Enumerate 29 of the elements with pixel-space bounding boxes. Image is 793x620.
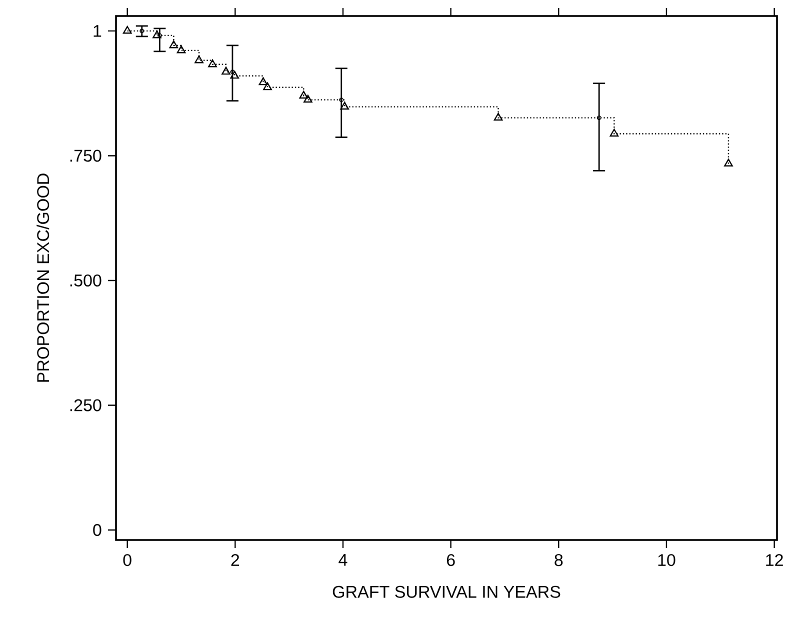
point bbox=[724, 158, 733, 167]
x-axis-title: GRAFT SURVIVAL IN YEARS bbox=[332, 586, 560, 598]
point bbox=[176, 45, 186, 54]
y-tick-label: 0 bbox=[93, 524, 102, 536]
x-tick-label: 6 bbox=[446, 554, 455, 566]
y-tick-label: .250 bbox=[70, 399, 102, 412]
point bbox=[610, 128, 619, 137]
point bbox=[122, 26, 132, 34]
x-tick-label: 10 bbox=[658, 554, 676, 566]
point bbox=[208, 59, 217, 68]
x-tick-label: 0 bbox=[123, 554, 132, 566]
point bbox=[494, 112, 503, 121]
point bbox=[140, 28, 144, 34]
point bbox=[222, 66, 230, 75]
x-tick-label: 4 bbox=[338, 554, 348, 566]
y-tick-label: 1 bbox=[94, 25, 102, 37]
y-tick-label: .500 bbox=[70, 274, 102, 286]
point bbox=[258, 77, 268, 86]
y-tick-label: .750 bbox=[70, 150, 102, 162]
point bbox=[263, 82, 272, 90]
point bbox=[169, 40, 178, 48]
x-tick-label: 2 bbox=[231, 554, 240, 566]
point bbox=[340, 102, 350, 110]
point bbox=[304, 94, 312, 103]
x-tick-label: 8 bbox=[554, 554, 563, 566]
point bbox=[194, 55, 204, 64]
point bbox=[299, 90, 308, 99]
y-axis-title: PROPORTION EXC/GOOD bbox=[36, 174, 50, 382]
x-tick-label: 12 bbox=[766, 554, 783, 566]
